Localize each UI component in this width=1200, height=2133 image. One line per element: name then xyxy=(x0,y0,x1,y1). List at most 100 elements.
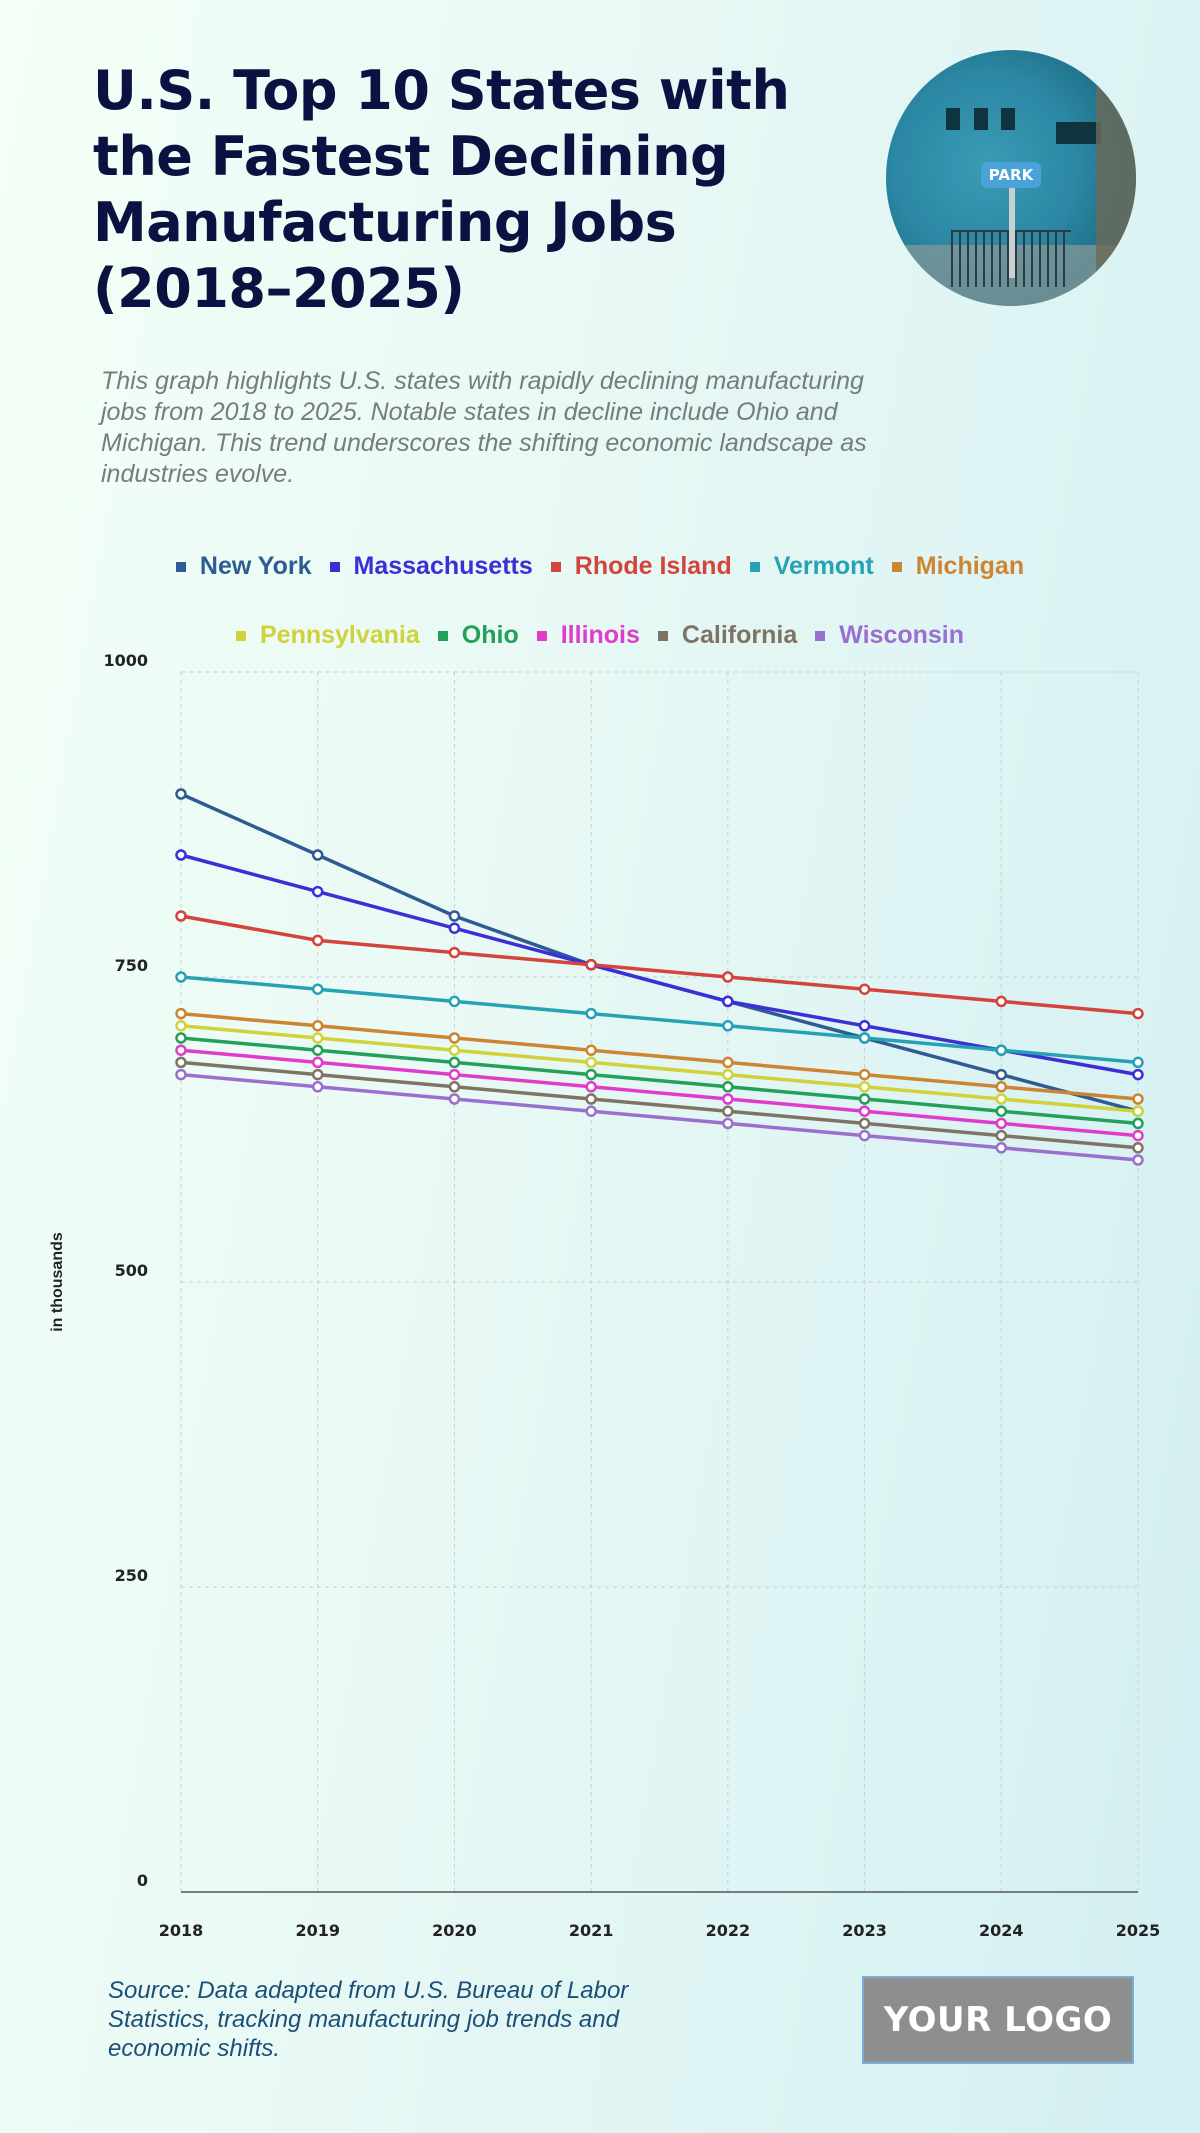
x-tick-label: 2023 xyxy=(842,1921,887,1940)
data-point-marker xyxy=(448,1044,461,1056)
data-point-marker xyxy=(1132,1142,1144,1154)
data-point-marker xyxy=(995,1117,1008,1130)
legend-item[interactable]: Ohio xyxy=(437,621,519,650)
x-tick-label: 2019 xyxy=(295,1921,340,1940)
data-point-marker xyxy=(995,1044,1008,1056)
legend-label: Michigan xyxy=(915,552,1025,580)
legend-item[interactable]: Pennsylvania xyxy=(235,621,420,650)
data-point-marker xyxy=(585,959,597,971)
data-point-marker xyxy=(448,1068,461,1081)
data-point-marker xyxy=(858,1068,871,1081)
legend-item[interactable]: Rhode Island xyxy=(550,552,732,581)
data-point-marker xyxy=(311,1056,324,1069)
x-tick-label: 2021 xyxy=(569,1921,614,1940)
x-tick-label: 2022 xyxy=(706,1921,751,1940)
legend-label: Vermont xyxy=(773,552,874,580)
data-point-marker xyxy=(722,1056,734,1069)
legend-label: Rhode Island xyxy=(574,552,732,580)
data-point-marker xyxy=(448,1056,461,1069)
data-point-marker xyxy=(175,1068,187,1081)
legend-square-icon xyxy=(749,561,760,572)
data-point-marker xyxy=(722,1068,734,1081)
data-point-marker xyxy=(1132,1154,1144,1166)
data-point-marker xyxy=(995,1129,1008,1142)
x-tick-label: 2025 xyxy=(1116,1921,1161,1940)
data-point-marker xyxy=(858,1093,871,1105)
chart-description: This graph highlights U.S. states with r… xyxy=(101,367,867,488)
data-point-marker xyxy=(585,1093,597,1105)
legend-item[interactable]: Michigan xyxy=(891,552,1025,581)
x-tick-label: 2018 xyxy=(159,1921,204,1940)
data-point-marker xyxy=(448,1032,461,1044)
y-tick-label: 750 xyxy=(115,956,148,975)
line-chart: 0 250 500 750 1000 2018 2019 2020 2021 2022 2023 20… xyxy=(49,651,1161,1940)
data-point-marker xyxy=(311,1081,324,1093)
data-point-marker xyxy=(1132,1056,1144,1069)
data-point-marker xyxy=(585,1056,597,1069)
data-point-marker xyxy=(995,1081,1008,1093)
data-point-marker xyxy=(1132,1093,1144,1105)
legend-item[interactable]: Massachusetts xyxy=(329,552,533,581)
data-point-marker xyxy=(858,1032,871,1044)
series-line xyxy=(180,853,1139,1077)
data-point-marker xyxy=(995,1105,1008,1117)
data-point-marker xyxy=(311,1044,324,1056)
legend-item[interactable]: New York xyxy=(175,552,312,581)
data-point-marker xyxy=(175,910,187,922)
data-point-marker xyxy=(311,1020,324,1032)
data-point-marker xyxy=(311,934,324,947)
source-note: Source: Data adapted from U.S. Bureau of… xyxy=(108,1977,629,2062)
legend-item[interactable]: Vermont xyxy=(749,552,874,581)
legend-square-icon xyxy=(536,630,547,641)
data-point-marker xyxy=(585,1007,597,1020)
y-tick-label: 1000 xyxy=(103,651,148,670)
page-title: U.S. Top 10 States with the Fastest Decl… xyxy=(93,59,790,320)
data-point-marker xyxy=(1132,1105,1144,1117)
series-line xyxy=(180,1048,1139,1138)
legend-label: California xyxy=(681,621,798,649)
data-point-marker xyxy=(722,1117,734,1130)
data-point-marker xyxy=(175,788,187,800)
series-line xyxy=(180,1072,1139,1162)
data-point-marker xyxy=(175,1007,187,1020)
legend-item[interactable]: Illinois xyxy=(536,621,640,650)
x-tick-label: 2024 xyxy=(979,1921,1024,1940)
series-line xyxy=(180,1060,1139,1150)
data-point-marker xyxy=(722,1081,734,1093)
header-photo: PARK xyxy=(886,50,1136,306)
chart-legend-row-2: Pennsylvania Ohio Illinois California Wiscon… xyxy=(0,621,1200,650)
data-point-marker xyxy=(448,910,461,922)
data-point-marker xyxy=(585,1105,597,1117)
data-point-marker xyxy=(858,983,871,995)
data-point-marker xyxy=(448,1093,461,1105)
data-point-marker xyxy=(858,1129,871,1142)
legend-square-icon xyxy=(329,561,340,572)
y-axis-label: in thousands xyxy=(49,1232,66,1332)
data-point-marker xyxy=(448,1081,461,1093)
data-point-marker xyxy=(722,1093,734,1105)
data-point-marker xyxy=(995,1142,1008,1154)
legend-square-icon xyxy=(550,561,561,572)
legend-item[interactable]: Wisconsin xyxy=(815,621,964,650)
data-point-marker xyxy=(858,1105,871,1117)
data-point-marker xyxy=(858,1081,871,1093)
data-point-marker xyxy=(175,971,187,983)
data-point-marker xyxy=(858,1020,871,1032)
y-tick-label: 500 xyxy=(115,1261,148,1280)
legend-item[interactable]: California xyxy=(657,621,798,650)
data-point-marker xyxy=(722,971,734,983)
data-point-marker xyxy=(1132,1068,1144,1081)
chart-legend-row-1: New York Massachusetts Rhode Island Vermont… xyxy=(0,552,1200,581)
legend-label: Massachusetts xyxy=(353,552,533,580)
data-point-marker xyxy=(175,1044,187,1056)
data-point-marker xyxy=(858,1117,871,1130)
legend-label: Illinois xyxy=(560,621,640,649)
data-point-marker xyxy=(175,849,187,861)
legend-label: Wisconsin xyxy=(839,621,965,649)
legend-label: Pennsylvania xyxy=(259,621,420,649)
series-line xyxy=(180,1024,1139,1113)
data-point-marker xyxy=(722,995,734,1008)
legend-square-icon xyxy=(437,630,448,641)
data-point-marker xyxy=(995,1093,1008,1105)
series-line xyxy=(180,1011,1139,1101)
